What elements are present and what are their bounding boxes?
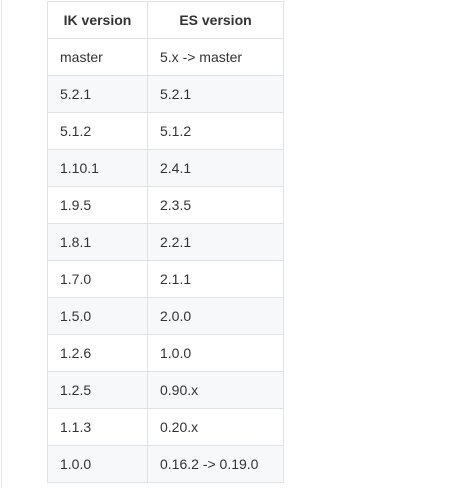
ik-version-cell: 1.5.0 <box>47 297 148 335</box>
table-row: 1.2.6 1.0.0 <box>47 334 284 372</box>
es-version-cell: 2.2.1 <box>147 223 284 261</box>
table-row: master 5.x -> master <box>47 38 284 76</box>
es-version-cell: 1.0.0 <box>147 334 284 372</box>
table-row: 1.7.0 2.1.1 <box>47 260 284 298</box>
ik-version-cell: 1.2.5 <box>47 371 148 409</box>
ik-version-cell: master <box>47 38 148 76</box>
ik-version-cell: 1.1.3 <box>47 408 148 446</box>
table-row: 1.0.0 0.16.2 -> 0.19.0 <box>47 445 284 483</box>
es-version-cell: 0.20.x <box>147 408 284 446</box>
ik-version-cell: 1.7.0 <box>47 260 148 298</box>
table-row: 5.1.2 5.1.2 <box>47 112 284 150</box>
left-border-rule <box>1 0 2 488</box>
header-row: IK version ES version <box>47 1 284 39</box>
ik-version-cell: 1.2.6 <box>47 334 148 372</box>
es-version-cell: 2.3.5 <box>147 186 284 224</box>
ik-version-cell: 1.10.1 <box>47 149 148 187</box>
es-version-cell: 5.x -> master <box>147 38 284 76</box>
es-version-cell: 5.2.1 <box>147 75 284 113</box>
ik-version-cell: 1.9.5 <box>47 186 148 224</box>
table-row: 1.2.5 0.90.x <box>47 371 284 409</box>
ik-version-cell: 1.8.1 <box>47 223 148 261</box>
version-compatibility-table: IK version ES version master 5.x -> mast… <box>47 1 284 483</box>
table-header: IK version ES version <box>47 1 284 39</box>
ik-version-cell: 5.2.1 <box>47 75 148 113</box>
table-row: 1.10.1 2.4.1 <box>47 149 284 187</box>
header-ik-version: IK version <box>47 1 148 39</box>
table-row: 1.9.5 2.3.5 <box>47 186 284 224</box>
es-version-cell: 5.1.2 <box>147 112 284 150</box>
header-es-version: ES version <box>147 1 284 39</box>
ik-version-cell: 5.1.2 <box>47 112 148 150</box>
table-row: 5.2.1 5.2.1 <box>47 75 284 113</box>
table-body: master 5.x -> master 5.2.1 5.2.1 5.1.2 5… <box>47 38 284 483</box>
es-version-cell: 0.90.x <box>147 371 284 409</box>
es-version-cell: 2.0.0 <box>147 297 284 335</box>
es-version-cell: 0.16.2 -> 0.19.0 <box>147 445 284 483</box>
table-row: 1.8.1 2.2.1 <box>47 223 284 261</box>
es-version-cell: 2.4.1 <box>147 149 284 187</box>
table-row: 1.1.3 0.20.x <box>47 408 284 446</box>
es-version-cell: 2.1.1 <box>147 260 284 298</box>
table-row: 1.5.0 2.0.0 <box>47 297 284 335</box>
ik-version-cell: 1.0.0 <box>47 445 148 483</box>
